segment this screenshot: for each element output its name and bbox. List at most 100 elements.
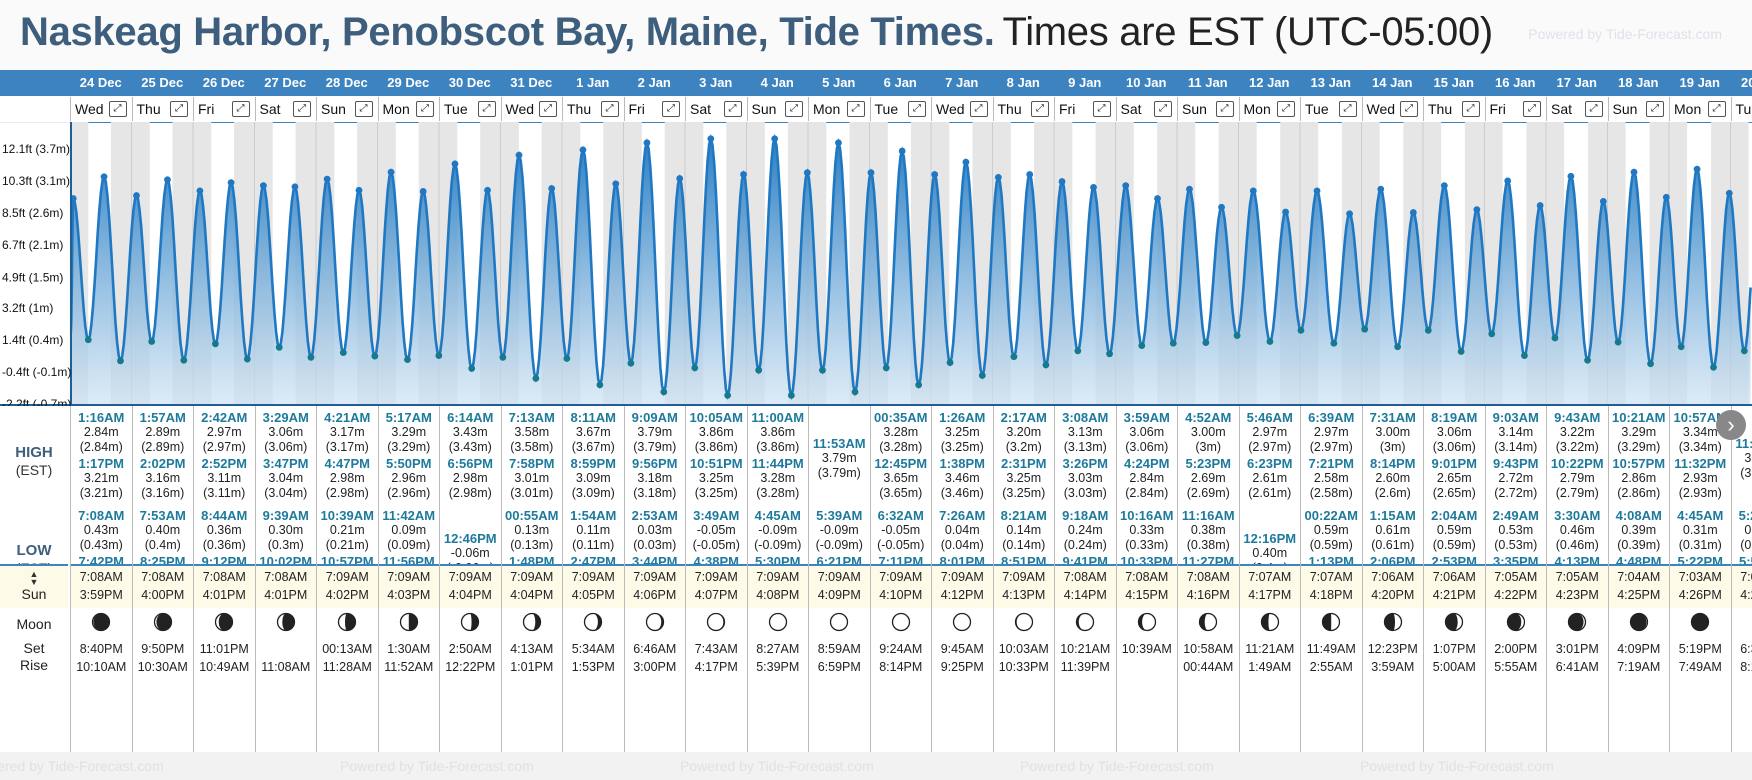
expand-icon[interactable]: ⤢ [1707,101,1726,117]
next-button[interactable]: › [1716,410,1746,440]
sunrise-time: 7:05AM [1494,570,1538,584]
moon-phase-icon [522,612,541,632]
tide-height: 0.36m [206,523,242,537]
high-tide-point [1058,178,1066,185]
day-column: 10:21AM 3.29m (3.29m) 10:57PM 2.86m (2.86m) 4:… [1607,406,1669,752]
expand-icon[interactable]: ⤢ [600,101,619,117]
high-tide-2: 10:51PM 3.25m (3.25m) [686,456,747,501]
tide-height-alt: (0.61m) [1371,538,1415,552]
tide-height-alt: (3.03m) [1063,486,1107,500]
expand-icon[interactable]: ⤢ [1092,101,1111,117]
expand-icon[interactable]: ⤢ [1461,101,1480,117]
expand-icon[interactable]: ⤢ [1277,101,1295,117]
day-name: Tue [444,101,468,117]
expand-icon[interactable]: ⤢ [354,101,373,117]
expand-icon[interactable]: ⤢ [1400,101,1418,117]
high-tide-1: 9:03AM 3.14m (3.14m) [1486,410,1547,455]
day-column: 9:43AM 3.22m (3.22m) 10:22PM 2.79m (2.79m) 3:3… [1546,406,1608,752]
expand-icon[interactable]: ⤢ [539,101,557,117]
expand-icon[interactable]: ⤢ [416,101,434,117]
sun-cell: 7:06AM 4:21PM [1424,564,1485,608]
high-tide-1: 00:35AM 3.28m (3.28m) [871,410,932,455]
expand-icon[interactable]: ⤢ [108,101,127,117]
tide-height-alt: (3.11m) [203,486,246,500]
low-tide-1: 7:08AM 0.43m (0.43m) [71,508,132,553]
tide-height: 3.43m [452,425,488,439]
low-tide-point [275,343,283,351]
expand-icon[interactable]: ⤢ [969,101,988,117]
expand-icon[interactable]: ⤢ [1031,101,1049,117]
low-tide-1: 5:23AM0.24m(0.24m) [1732,508,1752,553]
high-tide-point [1630,168,1638,176]
expand-icon[interactable]: ⤢ [908,101,926,117]
high-tide-point [323,175,331,183]
sun-cell: 7:09AM 4:06PM [624,564,685,608]
low-tide-1: 3:49AM -0.05m (-0.05m) [686,508,747,553]
moon-phase-icon [1383,612,1402,632]
tide-height-alt: (0.14m) [1002,538,1046,552]
tide-time: 2:17AM [1000,410,1047,425]
high-tide-point [1154,195,1161,202]
expand-icon[interactable]: ⤢ [170,101,188,117]
tide-time: 11:42AM [382,508,436,523]
high-tide-point [835,139,842,147]
low-tide-point [499,353,507,361]
low-tide-point [1710,363,1717,371]
day-cell: Tue ⤢ [869,97,932,121]
high-tide-1: 3:59AM 3.06m (3.06m) [1117,410,1178,455]
expand-icon[interactable]: ⤢ [723,101,742,117]
expand-icon[interactable]: ⤢ [231,101,250,117]
expand-icon[interactable]: ⤢ [1215,101,1234,117]
tide-height-alt: (3.04m) [264,486,308,500]
expand-icon[interactable]: ⤢ [1523,101,1541,117]
tide-height-alt: (0.46m) [1555,538,1599,552]
day-cell: Fri ⤢ [1054,97,1116,121]
expand-icon[interactable]: ⤢ [477,101,496,117]
expand-icon[interactable]: ⤢ [1584,101,1603,117]
tide-height: 3.28m [760,471,796,485]
low-tide-point [819,366,826,374]
date-label: 3 Jan [699,75,733,90]
tide-time: 8:21AM [1000,508,1047,523]
expand-icon[interactable]: ⤢ [662,101,680,117]
high-tide-2: 8:59PM 3.09m (3.09m) [563,456,624,501]
sunset-time: 4:25PM [1617,588,1661,602]
moonrise-time: 5:39PM [756,660,800,674]
low-tide-1: 8:21AM 0.14m (0.14m) [994,508,1055,553]
y-tick-label: 4.9ft (1.5m) [2,270,63,284]
moon-phase-icon [768,612,787,632]
sunset-time: 4:00PM [141,588,185,602]
tide-height-alt: (3.06m) [1125,440,1169,454]
tide-height-alt: (2.61m) [1248,486,1292,500]
day-name: Sat [1120,101,1142,117]
low-tide-point [1424,326,1432,334]
day-column: 3:29AM 3.06m (3.06m) 3:47PM 3.04m (3.04m) 9:39… [254,406,316,752]
tide-time: 7:21PM [1308,456,1355,471]
expand-icon[interactable]: ⤢ [1154,101,1172,117]
low-tide-point [148,338,156,345]
high-tide-point [548,185,556,192]
expand-icon[interactable]: ⤢ [1338,101,1357,117]
date-label: 13 Jan [1310,75,1351,90]
tide-height: 2.97m [206,425,242,439]
expand-icon[interactable]: ⤢ [785,101,803,117]
moon-phase-icon [1014,612,1033,632]
expand-icon[interactable]: ⤢ [1646,101,1664,117]
tide-time: 10:05AM [689,410,743,425]
low-tide-point [435,352,443,359]
high-tide-2: 4:24PM 2.84m (2.84m) [1117,456,1178,501]
day-name: Sun [1182,101,1207,117]
y-axis-bg [0,122,70,406]
sun-arrows-icon: ▲ ▼ [29,569,39,587]
sun-cell: 7:09AM 4:05PM [563,564,624,608]
tide-time: 7:31AM [1369,410,1416,425]
sunset-time: 4:01PM [202,588,246,602]
high-tide-point [484,186,491,194]
tide-height-alt: (0.43m) [79,538,123,552]
expand-icon[interactable]: ⤢ [846,101,865,117]
high-tide-1: 11:33AM3.37m(3.37m) [1732,436,1752,481]
high-tide-2: 12:45PM 3.65m (3.65m) [871,456,932,501]
low-tide-1: 2:04AM 0.59m (0.59m) [1424,508,1485,553]
expand-icon[interactable]: ⤢ [293,101,311,117]
sunset-time: 4:17PM [1248,588,1292,602]
